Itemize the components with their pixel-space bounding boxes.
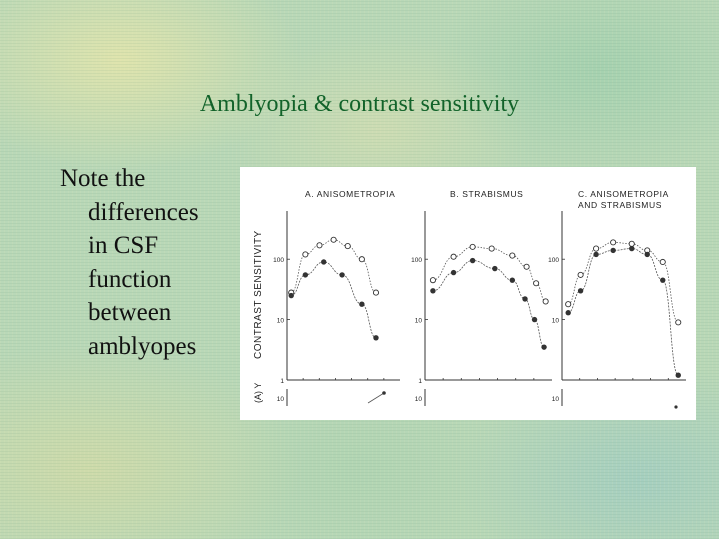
open-data-point bbox=[523, 263, 530, 270]
open-data-point bbox=[628, 240, 635, 247]
note-line: Note the bbox=[60, 165, 146, 192]
filled-data-point bbox=[492, 265, 498, 272]
lower-strip-line bbox=[367, 392, 385, 404]
open-data-point bbox=[358, 256, 365, 263]
filled-data-point bbox=[522, 296, 528, 302]
amblyopic-eye-curve bbox=[432, 260, 545, 348]
open-data-point bbox=[316, 242, 323, 249]
filled-data-point bbox=[450, 269, 457, 276]
panel-title: AND STRABISMUS bbox=[578, 200, 662, 210]
filled-data-point bbox=[339, 272, 345, 278]
note-line: in CSF bbox=[88, 232, 159, 259]
lower-tick-label: 10 bbox=[277, 396, 285, 403]
filled-data-point bbox=[359, 301, 365, 307]
lower-strip-point bbox=[674, 405, 678, 409]
y-tick-label: 10 bbox=[552, 318, 560, 325]
open-data-point bbox=[450, 253, 457, 260]
open-data-point bbox=[488, 245, 495, 252]
open-data-point bbox=[429, 277, 436, 284]
csf-figure: CONTRAST SENSITIVITY (A) Y A. ANISOMETRO… bbox=[240, 167, 696, 420]
filled-data-point bbox=[373, 335, 379, 341]
filled-data-point bbox=[469, 257, 476, 264]
open-data-point bbox=[542, 298, 549, 305]
y-tick-label: 10 bbox=[415, 318, 423, 325]
open-data-point bbox=[610, 239, 617, 246]
panel-title: A. ANISOMETROPIA bbox=[305, 189, 395, 199]
note-text: Note the differences in CSF function bet… bbox=[60, 162, 230, 363]
y-tick-label: 100 bbox=[273, 257, 284, 264]
y-tick-label: 1 bbox=[418, 378, 422, 385]
open-data-point bbox=[593, 245, 600, 252]
filled-data-point bbox=[321, 259, 327, 265]
filled-data-point bbox=[675, 372, 681, 378]
panel-title: C. ANISOMETROPIA bbox=[578, 189, 669, 199]
filled-data-point bbox=[577, 288, 584, 294]
note-line: between bbox=[88, 299, 172, 326]
filled-data-point bbox=[660, 277, 666, 283]
lower-axis-label: (A) Y bbox=[253, 383, 263, 403]
y-tick-label: 100 bbox=[548, 257, 559, 264]
filled-data-point bbox=[629, 245, 635, 252]
open-data-point bbox=[344, 243, 351, 250]
open-data-point bbox=[675, 319, 682, 326]
open-data-point bbox=[509, 252, 516, 259]
y-tick-label: 1 bbox=[280, 378, 284, 385]
open-data-point bbox=[330, 236, 337, 243]
open-data-point bbox=[533, 280, 540, 287]
y-tick-label: 10 bbox=[277, 318, 285, 325]
open-data-point bbox=[372, 289, 380, 296]
y-axis-label: CONTRAST SENSITIVITY bbox=[253, 230, 264, 359]
filled-data-point bbox=[430, 288, 436, 294]
filled-data-point bbox=[302, 272, 309, 278]
slide-title: Amblyopia & contrast sensitivity bbox=[199, 91, 520, 117]
fellow-eye-curve bbox=[432, 246, 546, 302]
open-data-point bbox=[565, 301, 572, 308]
filled-data-point bbox=[644, 251, 650, 258]
lower-tick-label: 10 bbox=[415, 396, 423, 403]
chart-panel-2: B. STRABISMUS 100 10 1 10 bbox=[411, 189, 552, 406]
fellow-eye-curve bbox=[291, 239, 377, 294]
chart-panel-1: A. ANISOMETROPIA 100 10 1 10 bbox=[273, 189, 400, 406]
filled-data-point bbox=[509, 277, 516, 283]
amblyopic-eye-curve bbox=[568, 248, 679, 376]
note-line: amblyopes bbox=[88, 332, 197, 360]
panel-title: B. STRABISMUS bbox=[450, 189, 523, 199]
lower-strip-point bbox=[382, 391, 386, 395]
open-data-point bbox=[659, 258, 666, 266]
open-data-point bbox=[469, 243, 476, 250]
filled-data-point bbox=[531, 316, 538, 323]
note-line: differences bbox=[88, 198, 199, 226]
csf-chart-svg: CONTRAST SENSITIVITY (A) Y A. ANISOMETRO… bbox=[253, 189, 686, 409]
filled-data-point bbox=[593, 251, 599, 258]
filled-data-point bbox=[288, 292, 294, 299]
open-data-point bbox=[577, 271, 584, 278]
filled-data-point bbox=[541, 344, 547, 350]
filled-data-point bbox=[610, 247, 616, 254]
note-line: function bbox=[88, 265, 172, 293]
filled-data-point bbox=[565, 310, 571, 316]
y-tick-label: 100 bbox=[411, 257, 422, 264]
fellow-eye-curve bbox=[568, 241, 679, 323]
lower-tick-label: 10 bbox=[552, 396, 560, 403]
open-data-point bbox=[302, 251, 309, 258]
